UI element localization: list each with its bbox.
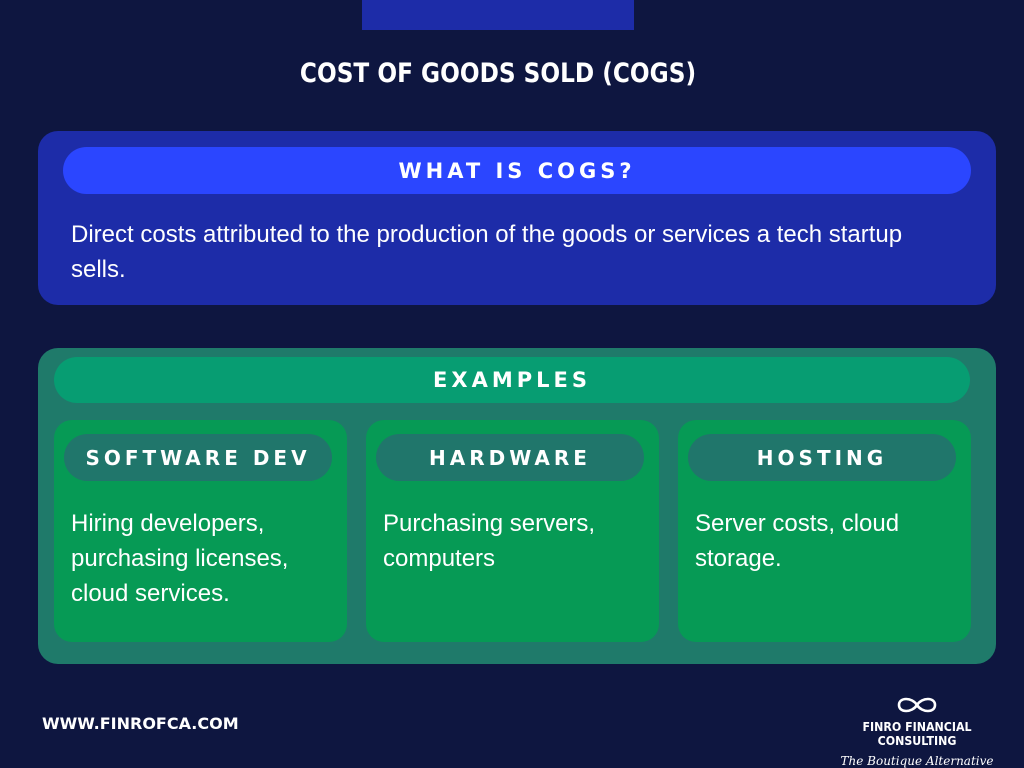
example-text: Purchasing servers, computers bbox=[383, 510, 596, 572]
example-title: SOFTWARE DEV bbox=[64, 434, 332, 481]
example-card-software-dev: SOFTWARE DEV Hiring developers, purchasi… bbox=[54, 420, 347, 642]
example-card-hardware: HARDWARE Purchasing servers, computers bbox=[366, 420, 659, 642]
page-title: COST OF GOODS SOLD (COGS) bbox=[299, 58, 697, 89]
infinity-icon bbox=[897, 697, 937, 713]
top-decorative-tab bbox=[362, 0, 634, 30]
example-card-hosting: HOSTING Server costs, cloud storage. bbox=[678, 420, 971, 642]
example-text: Server costs, cloud storage. bbox=[695, 510, 900, 572]
website-link[interactable]: WWW.FINROFCA.COM bbox=[42, 714, 239, 733]
brand-name: FINRO FINANCIAL CONSULTING bbox=[862, 720, 972, 748]
example-text: Hiring developers, purchasing licenses, … bbox=[71, 510, 289, 607]
brand-block: FINRO FINANCIAL CONSULTING The Boutique … bbox=[832, 694, 1002, 768]
examples-card: EXAMPLES SOFTWARE DEV Hiring developers,… bbox=[38, 348, 996, 664]
examples-header: EXAMPLES bbox=[54, 357, 970, 403]
definition-card: WHAT IS COGS? Direct costs attributed to… bbox=[38, 131, 996, 305]
example-title: HARDWARE bbox=[376, 434, 644, 481]
example-title: HOSTING bbox=[688, 434, 956, 481]
brand-tagline: The Boutique Alternative bbox=[840, 754, 994, 768]
definition-text: Direct costs attributed to the productio… bbox=[71, 221, 903, 283]
definition-header: WHAT IS COGS? bbox=[63, 147, 971, 194]
